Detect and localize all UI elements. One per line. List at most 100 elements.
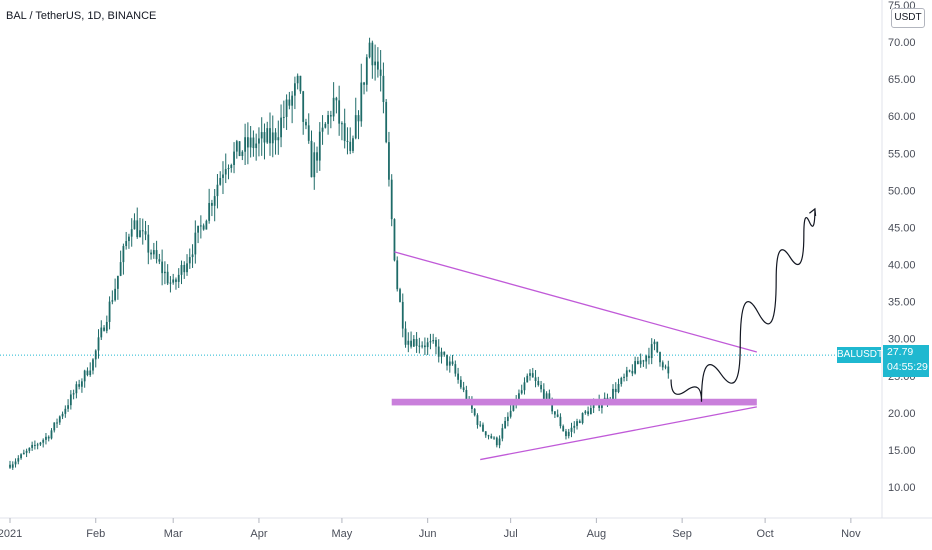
candle-body — [313, 152, 316, 178]
candle-body — [432, 340, 435, 342]
candle-body — [457, 373, 459, 380]
candle-body — [368, 42, 371, 58]
time-tick-label: Apr — [250, 528, 267, 540]
candle-body — [612, 388, 614, 399]
candle-body — [440, 351, 443, 357]
candle-body — [548, 393, 551, 400]
candle-body — [537, 380, 540, 386]
candle-body — [446, 354, 448, 366]
ascending-support-line[interactable] — [480, 406, 757, 461]
projected-price-path[interactable] — [670, 208, 816, 402]
candle-body — [17, 458, 20, 462]
candle-body — [479, 424, 482, 426]
candle-body — [365, 57, 368, 85]
candle-body — [61, 413, 64, 417]
candle-body — [235, 141, 238, 152]
candle-body — [180, 264, 183, 275]
candle-body — [42, 439, 45, 443]
candle-body — [36, 444, 39, 446]
candle-body — [316, 152, 318, 161]
candle-body — [211, 202, 213, 206]
candle-body — [75, 384, 78, 394]
candle-body — [86, 370, 89, 376]
candle-body — [136, 220, 139, 238]
candle-body — [495, 437, 498, 446]
candle-body — [155, 250, 158, 260]
candle-body — [435, 340, 437, 347]
price-tick-label: 20.00 — [888, 408, 916, 420]
candle-body — [332, 97, 335, 117]
candle-body — [31, 444, 34, 448]
candle-body — [280, 117, 282, 138]
currency-selector[interactable]: USDT — [891, 8, 925, 28]
candle-body — [9, 464, 11, 468]
candle-body — [559, 416, 562, 427]
candle-body — [352, 138, 354, 151]
candle-body — [376, 61, 379, 70]
candle-body — [282, 116, 285, 118]
candle-body — [103, 327, 105, 331]
candle-body — [642, 360, 645, 362]
candle-body — [451, 361, 454, 365]
candle-body — [161, 261, 164, 274]
candle-body — [158, 259, 161, 262]
candle-body — [72, 393, 75, 395]
candle-body — [371, 42, 374, 66]
price-tick-label: 15.00 — [888, 445, 916, 457]
candle-body — [100, 327, 103, 338]
candle-body — [47, 436, 50, 439]
candle-body — [22, 452, 25, 455]
candle-body — [205, 220, 208, 230]
candle-body — [631, 370, 634, 374]
candle-body — [307, 125, 310, 141]
candle-body — [401, 301, 404, 329]
candle-body — [509, 410, 512, 417]
candle-body — [252, 137, 255, 149]
candle-body — [14, 461, 17, 465]
candle-body — [199, 225, 202, 227]
symbol-title[interactable]: BAL / TetherUS, 1D, BINANCE — [6, 10, 157, 22]
candle-body — [28, 447, 31, 451]
candle-body — [269, 128, 271, 144]
price-tick-label: 45.00 — [888, 222, 916, 234]
candle-body — [648, 355, 650, 359]
time-axis[interactable]: 2021 Feb Mar Apr May Jun Jul Aug Sep Oct Nov — [0, 518, 861, 540]
candle-body — [338, 100, 341, 124]
candle-body — [650, 344, 653, 359]
descending-resistance-line[interactable] — [394, 251, 757, 353]
price-tick-label: 65.00 — [888, 74, 916, 86]
candle-body — [58, 416, 61, 423]
symbol-badge: BALUSDT — [837, 347, 883, 363]
candle-body — [518, 393, 520, 403]
candle-body — [296, 75, 299, 84]
horizontal-support-zone[interactable] — [391, 398, 757, 406]
candle-body — [531, 373, 534, 378]
candle-body — [238, 141, 241, 157]
candle-body — [111, 300, 114, 302]
price-tick-label: 60.00 — [888, 111, 916, 123]
candle-body — [318, 131, 321, 161]
projection-arrowhead-icon — [809, 207, 817, 216]
candle-body — [285, 99, 288, 117]
price-tick-label: 40.00 — [888, 260, 916, 272]
candle-body — [628, 370, 631, 372]
candle-body — [83, 370, 86, 382]
price-tick-label: 30.00 — [888, 334, 916, 346]
candle-body — [271, 132, 274, 144]
candle-body — [25, 450, 28, 453]
drawing-annotations — [391, 207, 817, 461]
candle-body — [130, 229, 133, 237]
candle-body — [213, 196, 216, 206]
candle-body — [324, 123, 327, 128]
candle-body — [412, 339, 415, 347]
price-tick-label: 55.00 — [888, 148, 916, 160]
candle-body — [175, 279, 177, 282]
candle-body — [589, 408, 592, 415]
candle-body — [116, 275, 119, 289]
candle-body — [33, 444, 36, 446]
candle-body — [293, 83, 296, 96]
candle-body — [141, 230, 144, 232]
candle-body — [274, 132, 277, 141]
candle-body — [39, 442, 42, 445]
